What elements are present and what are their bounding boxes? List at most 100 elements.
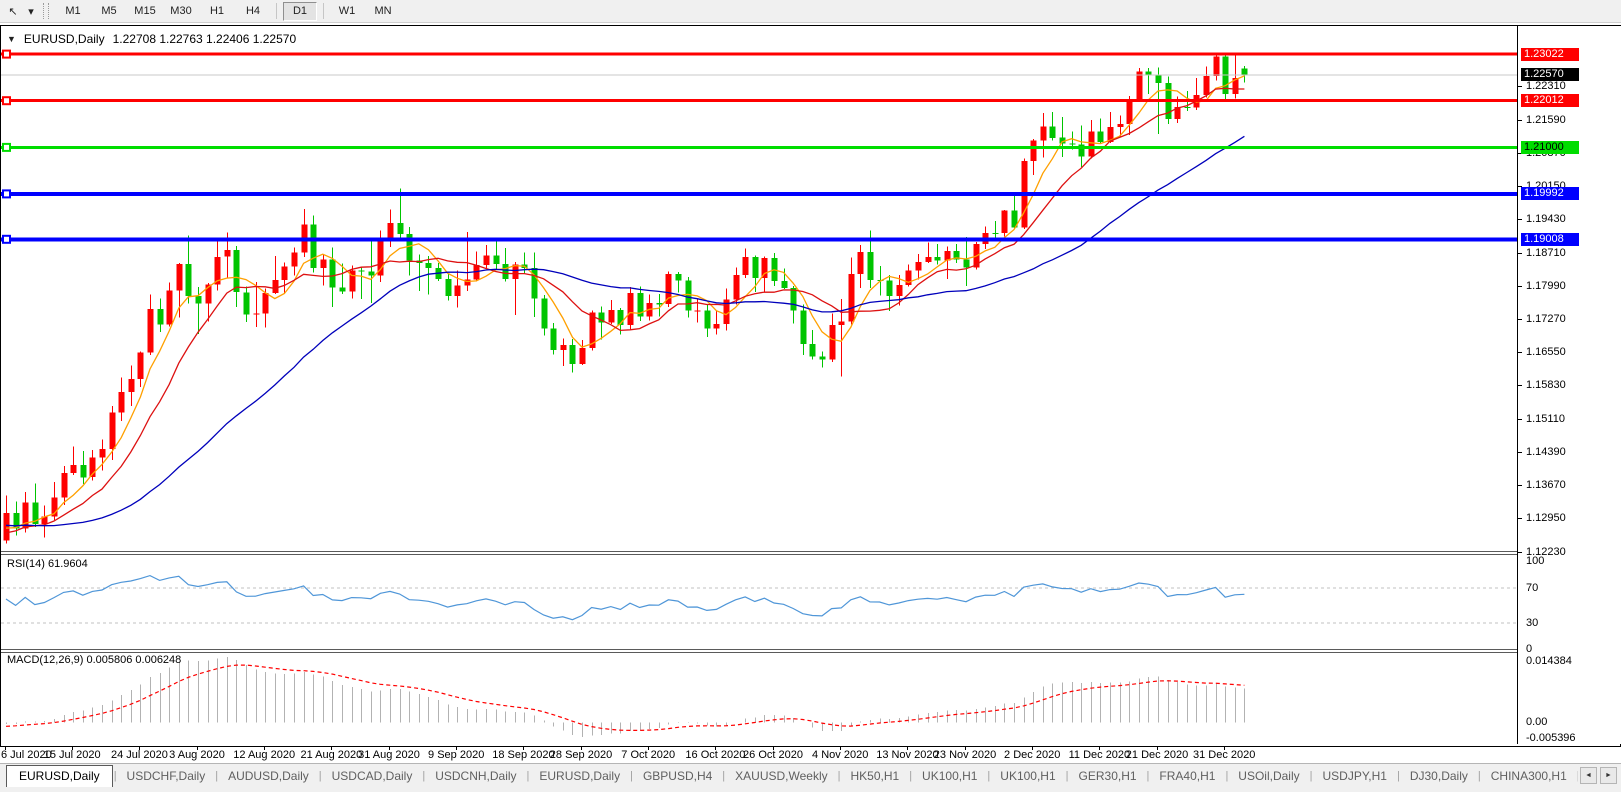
horizontal-line[interactable] [1,99,1517,103]
main-price-plot[interactable] [1,26,1517,551]
date-tick-label: 3 Aug 2020 [169,749,225,761]
hline-handle[interactable] [2,96,11,106]
chart-tab-uk100-h1[interactable]: UK100,H1 [922,768,978,783]
tab-separator: | [113,770,117,782]
timeframe-button-m1[interactable]: M1 [65,4,81,17]
rsi-label: RSI(14) 61.9604 [7,558,88,570]
chart-tab-eurusd-daily[interactable]: EURUSD,Daily [539,768,621,783]
price-badge: 1.22012 [1521,94,1579,108]
tab-separator: | [837,770,841,782]
date-tick [965,747,966,750]
horizontal-line[interactable] [1,191,1517,196]
collapse-icon[interactable]: ▼ [7,34,16,44]
price-tick [1518,385,1522,387]
date-tick-label: 13 Nov 2020 [876,749,939,761]
horizontal-line[interactable] [1,237,1517,242]
chart-tab-usdchf-daily[interactable]: USDCHF,Daily [126,768,206,783]
panel-splitter-macd[interactable] [1,649,1620,653]
macd-max-label: 0.014384 [1526,655,1572,667]
date-axis[interactable]: 6 Jul 2020 15 Jul 2020 24 Jul 2020 3 Aug 20… [0,747,1516,761]
timeframe-button-m30[interactable]: M30 [170,4,192,17]
hline-handle[interactable] [2,142,11,152]
rsi-plot[interactable]: RSI(14) 61.9604 [1,555,1517,649]
timeframe-button-mn[interactable]: MN [374,4,392,17]
chart-tab-fra40-h1[interactable]: FRA40,H1 [1159,768,1216,783]
price-tick-label: 1.17270 [1526,313,1566,325]
timeframe-button-d1[interactable]: D1 [283,1,317,21]
price-tick-label: 1.14390 [1526,445,1566,458]
macd-plot[interactable]: MACD(12,26,9) 0.005806 0.006248 [1,651,1517,744]
macd-chart[interactable] [1,651,1517,744]
date-tick-label: 4 Nov 2020 [812,749,869,761]
rsi-level-label: 70 [1526,581,1539,594]
chart-tab-china300-h1[interactable]: CHINA300,H1 [1490,768,1567,783]
price-tick [1518,518,1522,520]
chart-tab-usdcnh-daily[interactable]: USDCNH,Daily [435,768,517,783]
cursor-icon[interactable]: ↖ [8,5,18,18]
chart-tab-dj30-daily[interactable]: DJ30,Daily [1409,768,1468,783]
chart-tab-uk100-h1[interactable]: UK100,H1 [1000,768,1056,783]
chart-tab-eurusd-daily[interactable]: EURUSD,Daily [6,765,113,787]
chart-tab-hk50-h1[interactable]: HK50,H1 [850,768,900,783]
chart-tab-ger30-h1[interactable]: GER30,H1 [1078,768,1137,783]
timeframe-button-w1[interactable]: W1 [338,4,356,17]
tab-scroll-left-icon[interactable]: ◄ [1580,767,1597,784]
date-tick [264,747,266,750]
date-tick-label: 2 Dec 2020 [1004,749,1061,761]
price-tick [1518,86,1522,88]
toolbar-grip[interactable] [43,3,49,19]
price-tick [1518,319,1522,320]
tab-separator: | [1225,770,1229,782]
rsi-chart[interactable] [1,555,1517,649]
price-tick [1518,152,1522,154]
timeframe-button-h4[interactable]: H4 [245,4,261,17]
hline-handle[interactable] [2,189,11,199]
tab-separator: | [318,770,322,782]
date-tick-label: 31 Dec 2020 [1192,749,1256,761]
date-tick [907,747,909,750]
chart-tab-gbpusd-h4[interactable]: GBPUSD,H4 [642,768,713,783]
chart-symbol-label: EURUSD,Daily [23,32,105,46]
chart-tab-audusd-daily[interactable]: AUDUSD,Daily [228,768,309,783]
chart-tab-usdcad-daily[interactable]: USDCAD,Daily [331,768,413,783]
date-tick [773,747,774,750]
date-tick [331,747,333,750]
timeframe-button-m5[interactable]: M5 [101,4,117,17]
timeframe-button-h1[interactable]: H1 [209,4,225,17]
moving-average-5 [5,75,1245,529]
price-tick-label: 1.22310 [1526,80,1566,93]
chart-tab-usoil-daily[interactable]: USOil,Daily [1238,768,1300,783]
chart-tab-xauusd-weekly[interactable]: XAUUSD,Weekly [735,768,828,783]
moving-average-10 [5,87,1245,534]
horizontal-line[interactable] [1,52,1517,56]
tab-scroll-buttons: ◄ ► [1578,765,1621,784]
date-tick [648,747,650,750]
horizontal-line[interactable] [1,145,1517,149]
rsi-level-label: 30 [1526,616,1539,629]
tab-separator: | [987,770,991,782]
tab-separator: | [1146,770,1150,782]
timeframe-button-m15[interactable]: M15 [134,4,156,17]
date-tick-label: 9 Sep 2020 [428,749,485,761]
candlestick-chart[interactable] [1,26,1517,551]
date-tick [1032,747,1034,750]
date-tick [523,747,525,750]
chart-tab-usdjpy-h1[interactable]: USDJPY,H1 [1322,768,1387,783]
price-badge: 1.23022 [1521,47,1579,61]
panel-splitter-rsi[interactable] [1,551,1620,555]
tab-separator: | [422,770,426,782]
hline-handle[interactable] [2,49,11,59]
tab-separator: | [909,770,913,782]
date-tick-label: 18 Sep 2020 [492,749,555,761]
price-axis[interactable]: 1.223101.215901.208701.201501.194301.187… [1517,26,1621,744]
chart-window: ▼ EURUSD,Daily 1.22708 1.22763 1.22406 1… [0,25,1621,747]
date-tick [197,747,198,750]
tab-separator: | [1396,770,1400,782]
hline-handle[interactable] [2,234,11,244]
tab-scroll-right-icon[interactable]: ► [1600,767,1617,784]
date-tick-label: 16 Oct 2020 [685,749,746,761]
date-tick [840,747,842,750]
chevron-down-icon[interactable]: ▾ [28,5,34,18]
horizontal-line[interactable] [1,74,1517,76]
price-tick-label: 1.15830 [1526,379,1566,392]
